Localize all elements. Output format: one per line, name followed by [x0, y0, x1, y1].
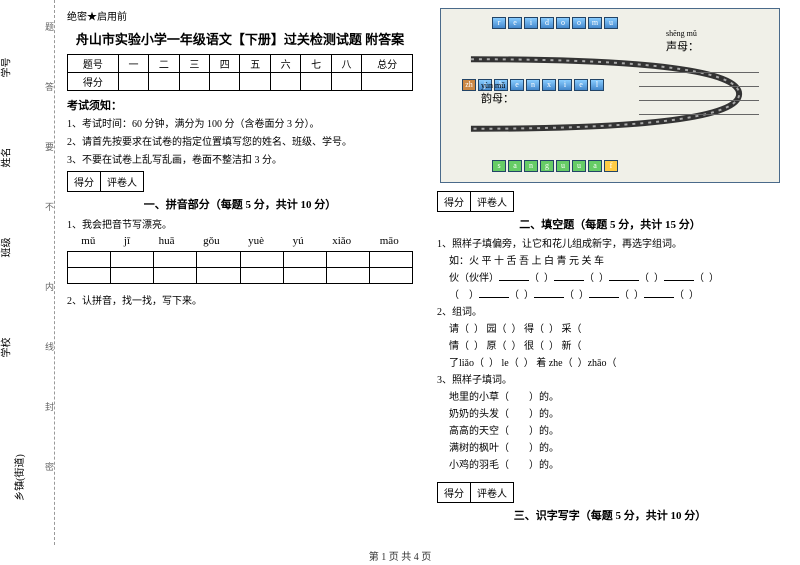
s2-q2-label: 2、组词。 [437, 304, 783, 321]
grade-box-3: 得分 评卷人 [437, 482, 783, 503]
grade-box-1: 得分 评卷人 [67, 171, 413, 192]
document-title: 舟山市实验小学一年级语文【下册】过关检测试题 附答案 [67, 29, 413, 48]
pinyin-grid [67, 251, 413, 284]
train-illustration: r e i d o o m u zh j k e n x [440, 8, 780, 183]
binding-label-class: 班级 [0, 238, 13, 258]
score-header-row: 题号 一 二 三 四 五 六 七 八 总分 [68, 55, 413, 73]
binding-label-town: 乡镇(街道) [11, 454, 26, 501]
section-2-title: 二、填空题（每题 5 分，共计 15 分） [437, 216, 783, 232]
grade-box-2: 得分 评卷人 [437, 191, 783, 212]
s2-q1-chars: 如：火 平 十 舌 吾 上 白 青 元 关 车 [437, 253, 783, 270]
q1-label: 1、我会把音节写漂亮。 [67, 216, 413, 231]
right-column: r e i d o o m u zh j k e n x [425, 0, 795, 545]
s2-q3-label: 3、照样子填词。 [437, 372, 783, 389]
binding-margin: 学号 姓名 班级 学校 乡镇(街道) 题 答 要 不 内 线 封 密 [0, 0, 55, 545]
shengmu-label: shēng mǔ 声母： [666, 29, 699, 54]
notice-item-2: 2、请首先按要求在试卷的指定位置填写您的姓名、班级、学号。 [67, 135, 413, 150]
pinyin-row: mǔ jī huā gǒu yuè yú xiǎo māo [67, 235, 413, 247]
score-value-row: 得分 [68, 73, 413, 91]
yunmu-label: yùn mǔ 韵母： [481, 81, 514, 106]
score-table: 题号 一 二 三 四 五 六 七 八 总分 得分 [67, 54, 413, 91]
q2-label: 2、认拼音，找一找，写下来。 [67, 292, 413, 307]
secret-label: 绝密★启用前 [67, 8, 413, 23]
notice-item-3: 3、不要在试卷上乱写乱画，卷面不整洁扣 3 分。 [67, 153, 413, 168]
s2-q1-intro: 1、照样子填偏旁，让它和花儿组成新字，再选字组词。 [437, 236, 783, 253]
s2-q1-blanks: 伙（伙伴）（ ）（ ）（ ）（ ） [437, 270, 783, 287]
left-column: 绝密★启用前 舟山市实验小学一年级语文【下册】过关检测试题 附答案 题号 一 二… [55, 0, 425, 545]
page-footer: 第 1 页 共 4 页 [0, 548, 800, 563]
answer-lines [639, 59, 759, 115]
binding-label-school: 学校 [0, 338, 13, 358]
binding-label-id: 学号 [0, 58, 13, 78]
notice-item-1: 1、考试时间：60 分钟，满分为 100 分（含卷面分 3 分）。 [67, 117, 413, 132]
section-1-title: 一、拼音部分（每题 5 分，共计 10 分） [67, 196, 413, 212]
binding-label-name: 姓名 [0, 148, 13, 168]
page-container: 学号 姓名 班级 学校 乡镇(街道) 题 答 要 不 内 线 封 密 绝密★启用… [0, 0, 800, 545]
section-3-title: 三、识字写字（每题 5 分，共计 10 分） [437, 507, 783, 523]
notice-title: 考试须知： [67, 97, 413, 113]
